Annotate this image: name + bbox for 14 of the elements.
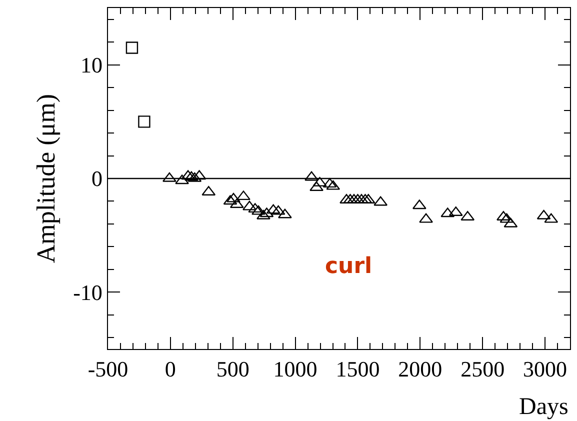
y-axis-title: Amplitude (μm) — [32, 94, 61, 264]
y-tick-label: 0 — [91, 166, 102, 192]
x-tick-label: 3000 — [523, 356, 568, 382]
x-tick-label: 0 — [164, 356, 176, 382]
y-tick-label: 10 — [80, 52, 102, 78]
x-tick-label: 1500 — [336, 356, 380, 382]
x-tick-label: 2500 — [460, 356, 505, 382]
y-tick-label: -10 — [73, 280, 102, 305]
x-tick-label: 500 — [216, 356, 250, 382]
x-tick-label: 2000 — [398, 356, 442, 382]
x-tick-label: -500 — [88, 356, 128, 382]
annotation: curl — [325, 254, 372, 279]
x-axis-title: Days — [519, 394, 568, 420]
x-tick-label: 1000 — [273, 356, 318, 382]
